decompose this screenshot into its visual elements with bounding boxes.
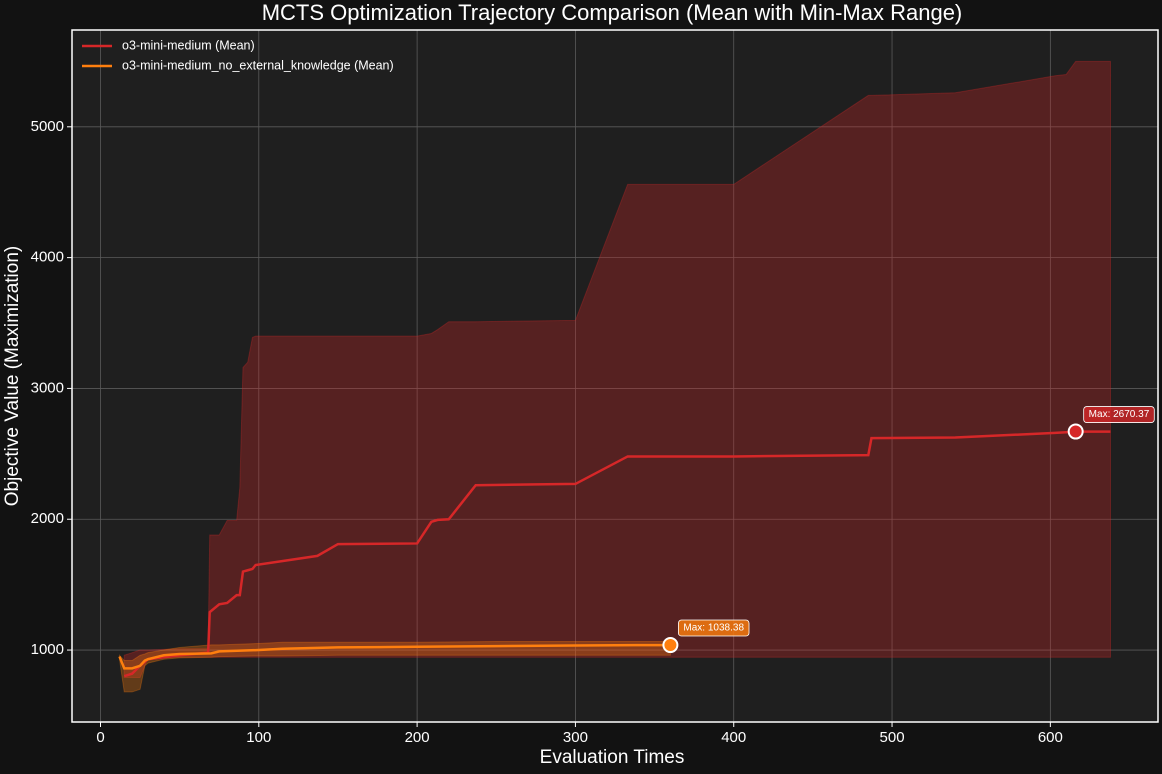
x-tick-label: 100 [246, 729, 271, 746]
x-axis-label: Evaluation Times [540, 747, 685, 768]
x-tick-label: 600 [1038, 729, 1063, 746]
y-tick-label: 1000 [31, 641, 64, 658]
plot-area [72, 30, 1158, 722]
legend-label: o3-mini-medium (Mean) [122, 38, 255, 52]
x-tick-label: 500 [880, 729, 905, 746]
x-tick-label: 300 [563, 729, 588, 746]
mean-line [118, 643, 671, 670]
y-tick-label: 2000 [31, 510, 64, 527]
range-band [123, 60, 1112, 679]
mean-line [123, 430, 1111, 678]
annotation-label: Max: 2670.37 [1089, 409, 1150, 420]
plot-layer: 0 100 200 300 400 500 600 1000 2000 3000 4000 5000 M… [31, 30, 1158, 746]
legend-label: o3-mini-medium_no_external_knowledge (Me… [122, 58, 394, 72]
axes-frame [71, 29, 1159, 723]
y-tick-label: 3000 [31, 379, 64, 396]
y-axis-label: Objective Value (Maximization) [2, 246, 23, 506]
y-tick-label: 5000 [31, 118, 64, 135]
x-tick-label: 400 [721, 729, 746, 746]
max-marker [662, 637, 679, 654]
annotation-box [1083, 406, 1155, 423]
range-band [118, 641, 671, 693]
y-tick-label: 4000 [31, 249, 64, 266]
chart-title: MCTS Optimization Trajectory Comparison … [262, 0, 963, 25]
annotation-label: Max: 1038.38 [683, 623, 744, 634]
x-tick-label: 200 [405, 729, 430, 746]
annotation-box [678, 619, 750, 637]
max-marker [1067, 423, 1084, 440]
x-tick-label: 0 [96, 729, 104, 746]
